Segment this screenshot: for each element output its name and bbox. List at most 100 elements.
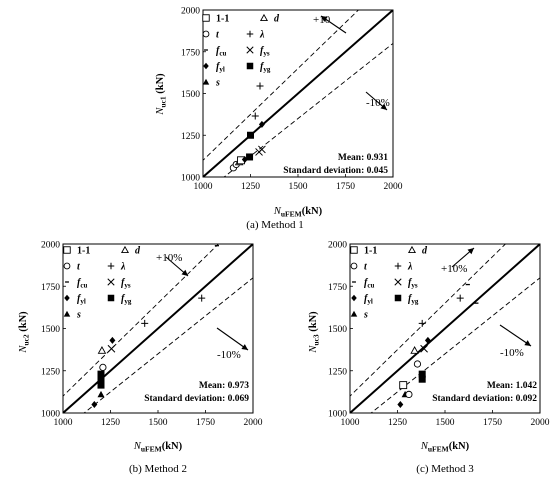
legend-label: fys <box>121 278 131 290</box>
x-tick-label: 1250 <box>388 418 407 428</box>
band-label-lower: -10% <box>500 347 524 359</box>
y-tick-label: 1500 <box>328 325 347 335</box>
panel-caption: (a) Method 1 <box>246 219 303 231</box>
legend-marker-open-square <box>63 246 71 254</box>
legend-label: t <box>216 30 220 41</box>
x-tick-label: 2000 <box>384 182 403 192</box>
data-point-plus <box>251 112 259 120</box>
band-label-lower: -10% <box>217 349 241 361</box>
legend: 1-1 d t λ fcu fys fyl fyg s <box>202 14 280 89</box>
data-point-cross <box>420 344 428 353</box>
y-tick-label: 1250 <box>41 367 60 377</box>
data-point-filled-square <box>247 131 254 139</box>
band-label-lower: -10% <box>366 97 390 109</box>
reference-lines <box>203 10 393 177</box>
one-to-one-line <box>350 244 540 413</box>
y-tick-label: 2000 <box>181 7 200 17</box>
data-point-plus <box>141 319 149 327</box>
stat-mean: Mean: 0.973 <box>199 381 249 391</box>
data-point-open-square <box>399 381 408 390</box>
data-point-filled-diamond <box>109 336 116 344</box>
legend-marker-cross <box>394 278 402 286</box>
x-tick-label: 1000 <box>194 182 213 192</box>
legend-marker-open-triangle <box>407 245 417 254</box>
data-point-open-circle <box>413 360 422 368</box>
arrow-head <box>321 16 328 22</box>
data-point-plus <box>198 294 206 302</box>
legend-marker-filled-triangle <box>350 310 358 317</box>
legend-marker-filled-diamond <box>351 294 357 302</box>
x-tick-label: 1500 <box>149 418 168 428</box>
y-tick-label: 1750 <box>41 283 60 293</box>
y-tick-label: 1750 <box>328 283 347 293</box>
legend-label: λ <box>259 30 265 41</box>
data-point-filled-triangle <box>97 390 105 398</box>
legend-marker-filled-diamond <box>203 62 209 70</box>
data-point-filled-diamond <box>424 336 431 344</box>
panel-caption: (b) Method 2 <box>129 463 187 475</box>
data-point-filled-square <box>418 370 426 378</box>
x-tick-label: 1000 <box>54 418 73 428</box>
band-label-upper: +10 <box>313 14 331 26</box>
x-tick-label: 1750 <box>196 418 215 428</box>
data-point-filled-square <box>246 153 254 161</box>
legend-marker-plus <box>394 262 402 270</box>
band-label-upper: +10% <box>441 263 467 275</box>
data-point-filled-square <box>97 370 105 378</box>
stat-mean: Mean: 1.042 <box>487 381 537 391</box>
data-point-open-triangle <box>410 346 419 354</box>
svg-text:Nuc3 (kN): Nuc3 (kN) <box>308 311 321 354</box>
x-tick-label: 1000 <box>341 418 360 428</box>
band-label-upper: +10% <box>156 252 182 264</box>
y-tick-label: 1000 <box>181 174 200 184</box>
plus-10-line <box>63 244 220 397</box>
one-to-one-line <box>203 10 393 177</box>
y-tick-label: 2000 <box>328 241 347 251</box>
panel-method-2: 1000 1250 1500 1750 2000 1000 1250 1500 1750 2000… <box>18 241 263 476</box>
legend-label: d <box>274 14 280 25</box>
legend-marker-cross <box>107 278 115 286</box>
arrow-head <box>524 340 531 346</box>
x-tick-label: 2000 <box>531 418 550 428</box>
legend-label: fys <box>260 46 270 58</box>
legend-marker-open-triangle <box>120 245 130 254</box>
legend-marker-open-square <box>202 14 210 22</box>
legend-label: 1-1 <box>77 246 90 257</box>
legend-marker-filled-triangle <box>202 78 210 85</box>
data-point-open-triangle <box>97 346 107 354</box>
legend-label: fyl <box>364 294 373 306</box>
legend-marker-plus <box>107 262 115 270</box>
legend-label: fcu <box>216 46 226 58</box>
band-arrow <box>499 324 532 347</box>
data-point-open-circle <box>99 363 107 371</box>
x-tick-label: 1750 <box>483 418 502 428</box>
data-point-filled-square <box>97 375 105 383</box>
reference-lines <box>63 244 253 413</box>
y-tick-label: 1000 <box>328 410 347 420</box>
stat-mean: Mean: 0.931 <box>338 153 388 163</box>
y-axis-label: Nuc2 (kN) <box>18 311 31 354</box>
y-tick-label: 1250 <box>328 367 347 377</box>
legend-label: fyl <box>216 62 225 74</box>
data-point-filled-diamond <box>397 401 404 409</box>
legend-marker-open-circle <box>63 262 71 270</box>
legend-label: s <box>76 310 81 321</box>
legend-label: fyl <box>77 294 86 306</box>
data-point-filled-diamond <box>258 120 265 128</box>
arrow-head <box>181 269 188 276</box>
y-axis-label: Nuc3 (kN) <box>308 311 321 354</box>
minus-10-line <box>83 277 253 413</box>
arrow-head <box>241 344 248 350</box>
x-axis-label: NuFEM(kN) <box>420 441 470 454</box>
x-tick-label: 1250 <box>101 418 120 428</box>
y-tick-label: 1000 <box>41 410 60 420</box>
panel-method-3: 1000 1250 1500 1750 2000 1000 1250 1500 1750 2000… <box>308 241 550 476</box>
data-point-plus <box>256 82 264 90</box>
panel-caption: (c) Method 3 <box>416 463 474 475</box>
stat-sd: Standard deviation: 0.069 <box>144 394 249 404</box>
data-point-cross <box>107 344 116 353</box>
legend-label: λ <box>407 262 413 273</box>
y-axis-label: Nuc1 (kN) <box>155 73 168 116</box>
y-tick-label: 2000 <box>41 241 60 251</box>
